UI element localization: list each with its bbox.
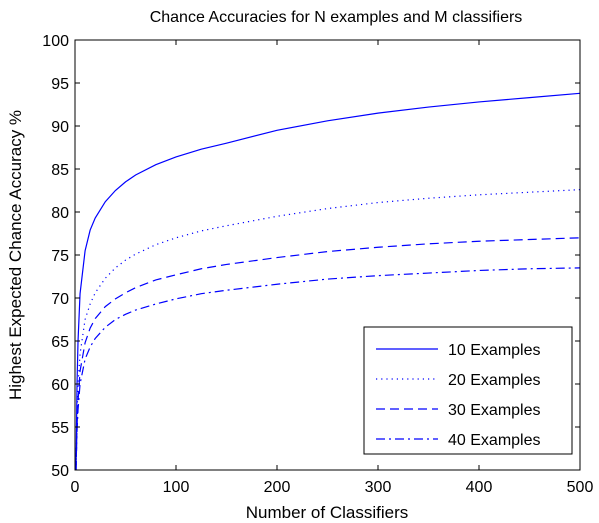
legend-label-1: 10 Examples: [448, 342, 541, 359]
legend-box: [363, 326, 573, 455]
x-tick-label: 200: [264, 479, 291, 496]
x-ticks: 0 100 200 300 400 500: [71, 40, 594, 496]
chart-title: Chance Accuracies for N examples and M c…: [150, 9, 523, 26]
legend-label-3: 30 Examples: [448, 402, 541, 419]
x-tick-label: 300: [365, 479, 392, 496]
y-tick-label: 85: [51, 162, 69, 179]
series-line-2: [75, 189, 581, 471]
x-axis-label: Number of Classifiers: [246, 503, 409, 522]
y-axis-label: Highest Expected Chance Accuracy %: [6, 110, 25, 400]
legend-label-2: 20 Examples: [448, 372, 541, 389]
x-tick-label: 400: [466, 479, 493, 496]
y-tick-label: 90: [51, 119, 69, 136]
y-tick-label: 60: [51, 377, 69, 394]
y-tick-label: 65: [51, 334, 69, 351]
x-tick-label: 0: [71, 479, 80, 496]
series-line-1: [75, 92, 581, 471]
series-line-4: [75, 267, 581, 471]
legend-label-4: 40 Examples: [448, 432, 541, 449]
y-tick-label: 80: [51, 205, 69, 222]
y-tick-label: 70: [51, 291, 69, 308]
y-tick-label: 75: [51, 248, 69, 265]
y-tick-label: 100: [42, 33, 69, 50]
series-line-3: [75, 237, 581, 471]
legend: 10 Examples 20 Examples 30 Examples 40 Exam…: [363, 326, 573, 455]
y-tick-label: 55: [51, 420, 69, 437]
y-ticks: 50 55 60 65 70 75 80 85 90 95 100: [42, 33, 580, 480]
y-tick-label: 95: [51, 76, 69, 93]
plot-lines: [75, 92, 581, 471]
x-tick-label: 100: [163, 479, 190, 496]
y-tick-label: 50: [51, 463, 69, 480]
x-tick-label: 500: [567, 479, 594, 496]
